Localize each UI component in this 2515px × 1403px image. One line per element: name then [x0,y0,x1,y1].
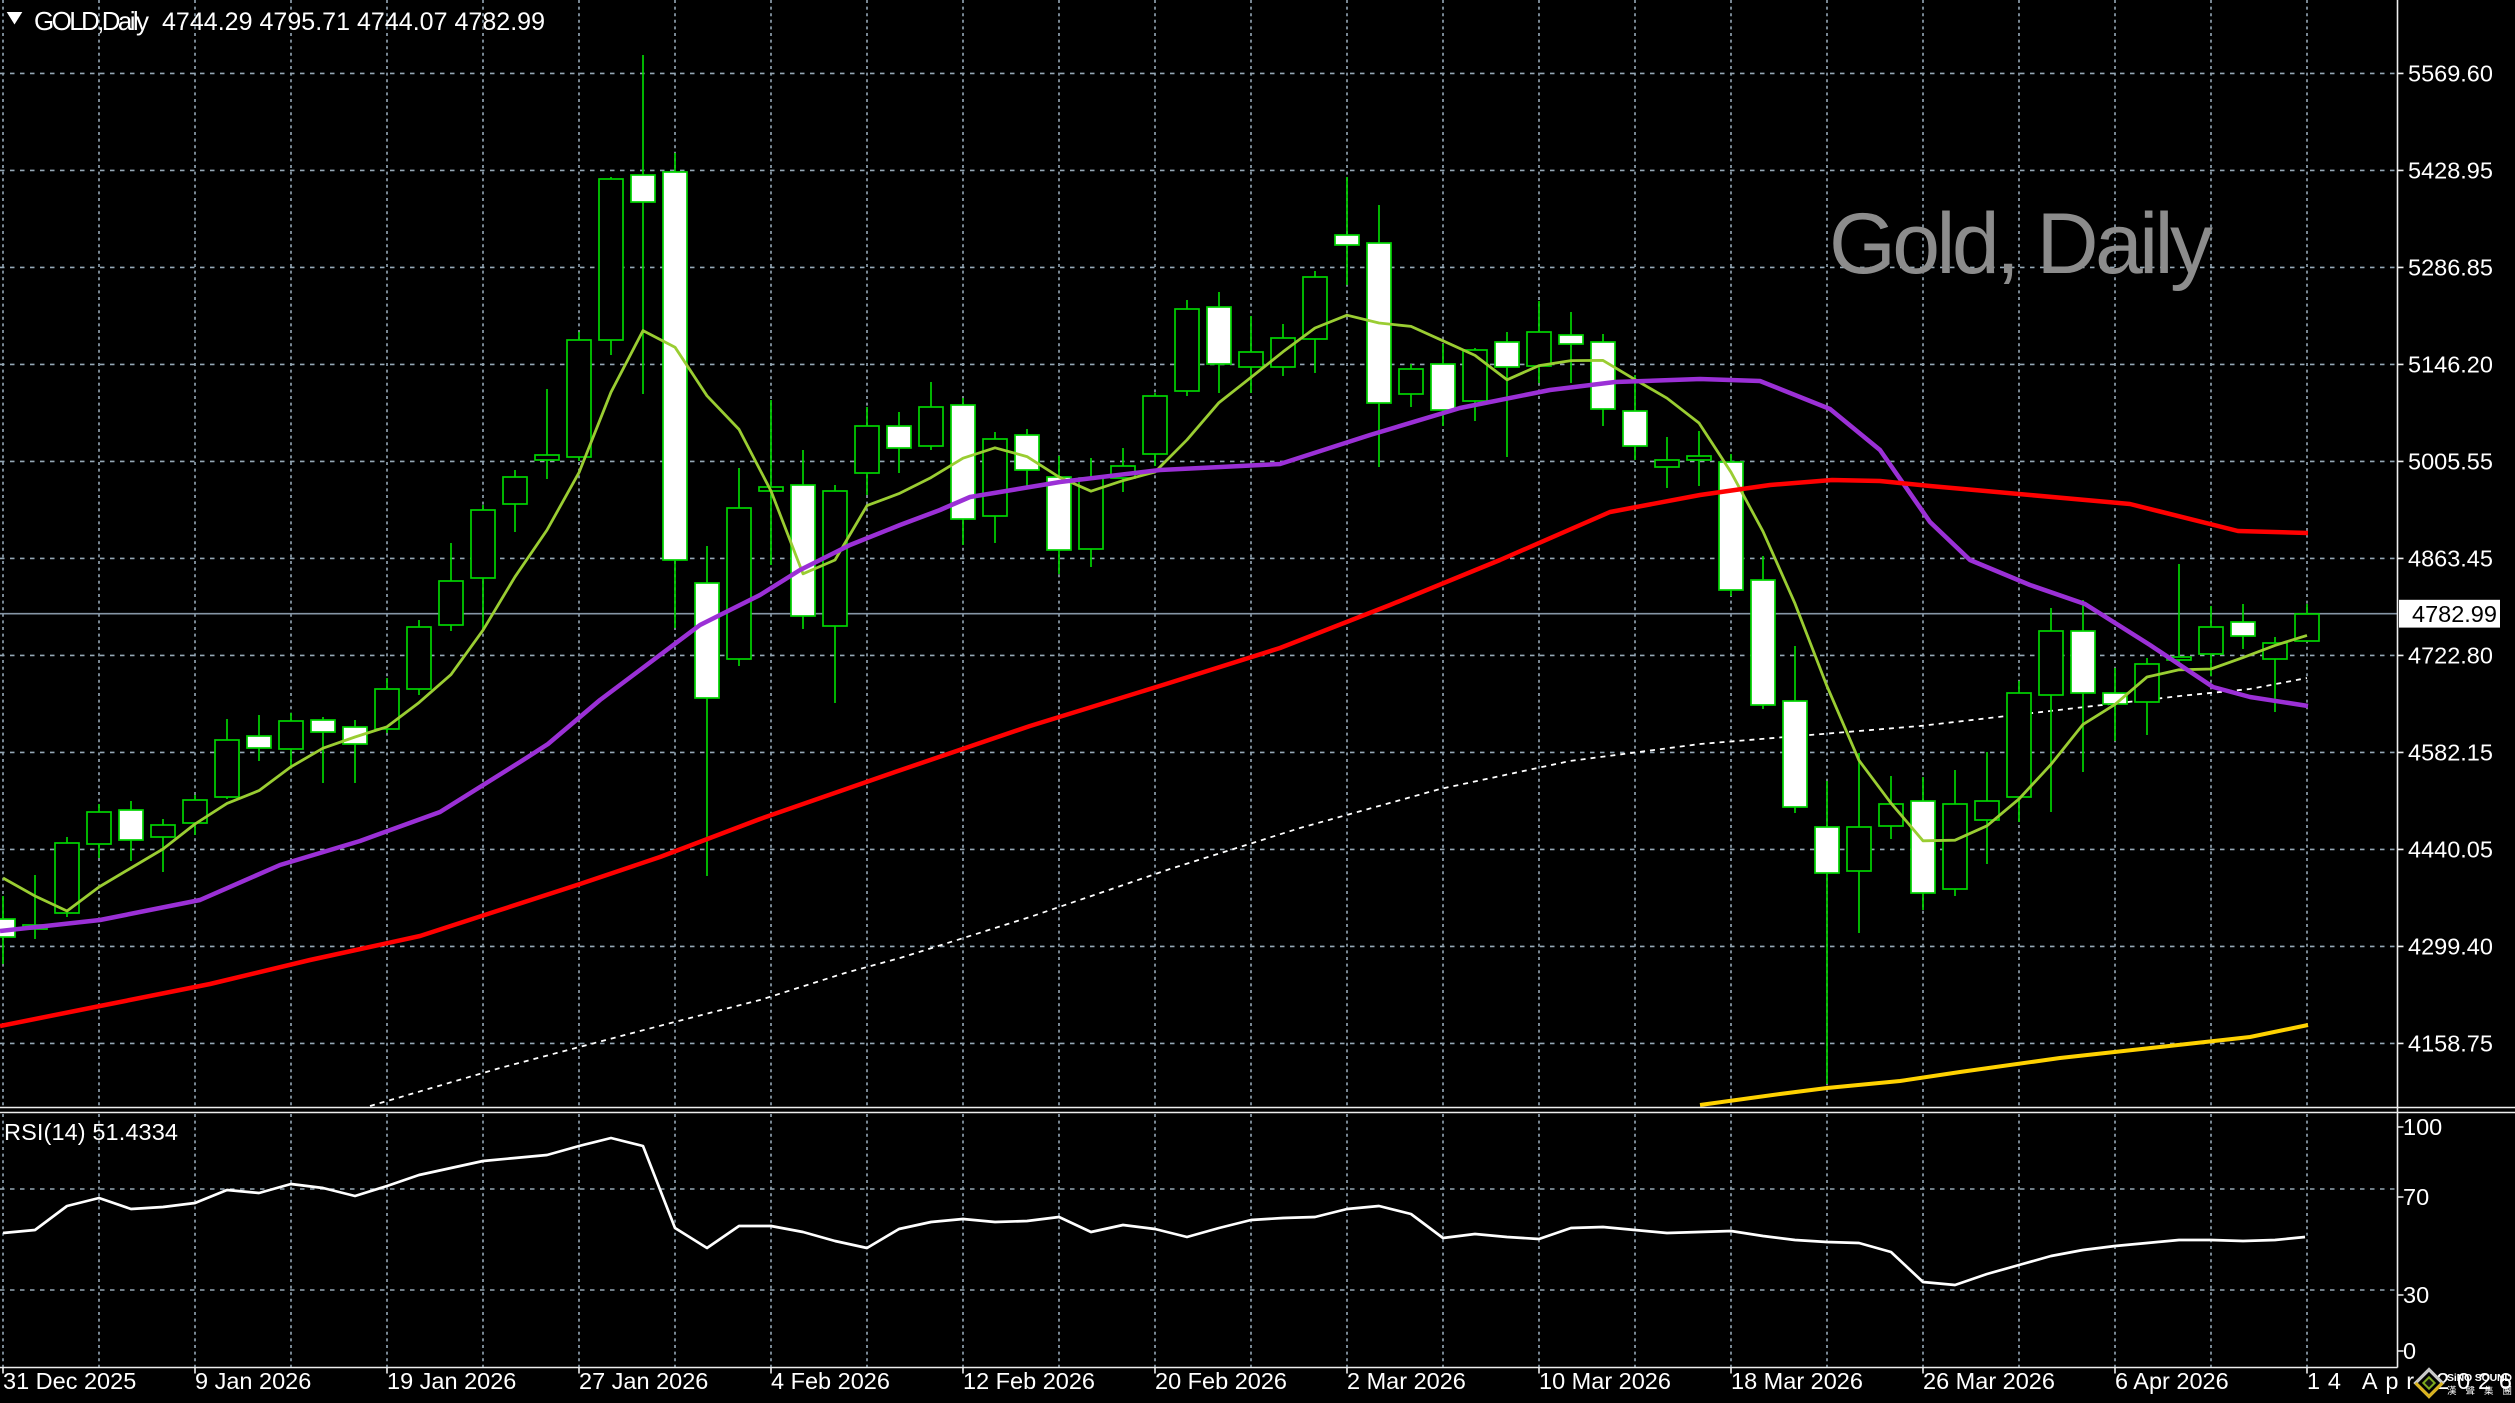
svg-text:4744.29 4795.71 4744.07 4782.9: 4744.29 4795.71 4744.07 4782.99 [162,8,545,36]
svg-text:26 Mar 2026: 26 Mar 2026 [1923,1368,2055,1394]
svg-text:5428.95: 5428.95 [2408,157,2493,183]
svg-text:4782.99: 4782.99 [2412,601,2497,627]
svg-text:19 Jan 2026: 19 Jan 2026 [387,1368,516,1394]
svg-text:0: 0 [2403,1338,2416,1364]
svg-text:RSI(14) 51.4334: RSI(14) 51.4334 [4,1119,178,1145]
svg-text:4299.40: 4299.40 [2408,933,2493,959]
svg-text:31 Dec 2025: 31 Dec 2025 [3,1368,136,1394]
svg-text:5569.60: 5569.60 [2408,60,2493,86]
svg-text:4440.05: 4440.05 [2408,836,2493,862]
svg-text:9 Jan 2026: 9 Jan 2026 [195,1368,311,1394]
svg-text:70: 70 [2403,1184,2429,1210]
svg-text:GOLD,Daily: GOLD,Daily [34,6,149,36]
svg-text:SiNO SOUND: SiNO SOUND [2447,1372,2512,1384]
svg-text:4158.75: 4158.75 [2408,1030,2493,1056]
svg-text:18 Mar 2026: 18 Mar 2026 [1731,1368,1863,1394]
svg-text:2 Mar 2026: 2 Mar 2026 [1347,1368,1466,1394]
svg-text:Gold, Daily: Gold, Daily [1829,196,2213,292]
svg-text:4 Feb 2026: 4 Feb 2026 [771,1368,890,1394]
svg-text:5005.55: 5005.55 [2408,448,2493,474]
svg-text:10 Mar 2026: 10 Mar 2026 [1539,1368,1671,1394]
svg-text:6 Apr 2026: 6 Apr 2026 [2115,1368,2229,1394]
svg-text:5146.20: 5146.20 [2408,351,2493,377]
svg-text:4722.80: 4722.80 [2408,642,2493,668]
svg-text:12 Feb 2026: 12 Feb 2026 [963,1368,1095,1394]
svg-text:20 Feb 2026: 20 Feb 2026 [1155,1368,1287,1394]
svg-text:5286.85: 5286.85 [2408,254,2493,280]
svg-text:4863.45: 4863.45 [2408,545,2493,571]
svg-text:4582.15: 4582.15 [2408,739,2493,765]
svg-text:30: 30 [2403,1282,2429,1308]
svg-text:27 Jan 2026: 27 Jan 2026 [579,1368,708,1394]
svg-text:100: 100 [2403,1114,2442,1140]
